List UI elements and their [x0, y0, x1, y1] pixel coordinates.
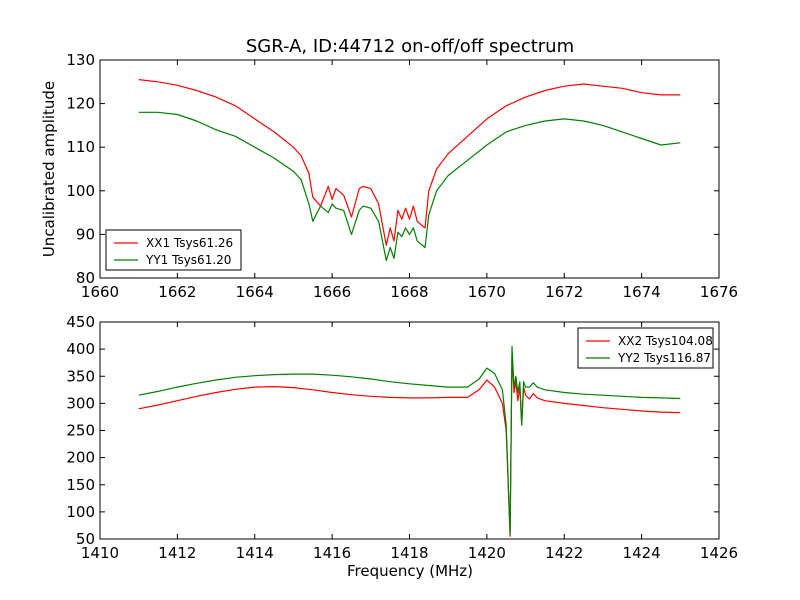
- x-tick-label: 1416: [313, 544, 351, 562]
- x-tick-label: 1660: [81, 283, 119, 301]
- legend-label: XX1 Tsys61.26: [146, 236, 233, 250]
- y-tick-label: 400: [66, 340, 95, 358]
- x-tick-label: 1672: [545, 283, 583, 301]
- series-layer-bottom: [138, 345, 681, 537]
- y-tick-label: 90: [76, 225, 95, 243]
- ticks-top: 1660 1662 1664 1666 1668 1670 1672 1674 1676 80 90…: [66, 51, 738, 301]
- y-tick-label: 200: [66, 449, 95, 467]
- y-axis-label-top: Uncalibrated amplitude: [40, 81, 58, 257]
- x-tick-label: 1412: [158, 544, 196, 562]
- series-layer-top: [138, 79, 681, 262]
- y-tick-label: 250: [66, 422, 95, 440]
- y-tick-label: 450: [66, 313, 95, 331]
- x-tick-label: 1422: [545, 544, 583, 562]
- y-tick-label: 120: [66, 95, 95, 113]
- x-tick-label: 1670: [468, 283, 506, 301]
- series-line-top-1: [138, 79, 681, 246]
- x-tick-label: 1410: [81, 544, 119, 562]
- x-tick-label: 1414: [236, 544, 274, 562]
- y-tick-label: 130: [66, 51, 95, 69]
- legend-top: XX1 Tsys61.26 YY1 Tsys61.20: [105, 229, 242, 271]
- x-tick-label: 1424: [623, 544, 661, 562]
- x-tick-label: 1662: [158, 283, 196, 301]
- legend-box: [105, 229, 242, 271]
- subplot-top: SGR-A, ID:44712 on-off/off spectrum Unca…: [40, 36, 738, 301]
- y-tick-label: 350: [66, 367, 95, 385]
- chart-title: SGR-A, ID:44712 on-off/off spectrum: [246, 36, 574, 57]
- x-tick-label: 1664: [236, 283, 274, 301]
- y-tick-label: 80: [76, 269, 95, 287]
- y-tick-label: 100: [66, 182, 95, 200]
- ticks-bottom: 1410 1412 1414 1416 1418 1420 1422 1424 1426 50 10…: [66, 313, 738, 562]
- x-tick-label: 1418: [390, 544, 428, 562]
- legend-label: XX2 Tsys104.08: [618, 334, 713, 348]
- y-tick-label: 300: [66, 394, 95, 412]
- x-axis-label-bottom: Frequency (MHz): [347, 562, 473, 580]
- series-line-bottom-2: [138, 345, 681, 536]
- legend-label: YY1 Tsys61.20: [145, 253, 231, 267]
- y-tick-label: 100: [66, 503, 95, 521]
- x-tick-label: 1426: [700, 544, 738, 562]
- series-line-bottom-1: [138, 354, 681, 537]
- legend-box: [577, 327, 714, 369]
- y-tick-label: 150: [66, 476, 95, 494]
- legend-bottom: XX2 Tsys104.08 YY2 Tsys116.87: [577, 327, 714, 369]
- x-tick-label: 1674: [623, 283, 661, 301]
- y-tick-label: 110: [66, 138, 95, 156]
- x-tick-label: 1668: [390, 283, 428, 301]
- legend-label: YY2 Tsys116.87: [617, 351, 711, 365]
- x-tick-label: 1666: [313, 283, 351, 301]
- x-tick-label: 1676: [700, 283, 738, 301]
- subplot-bottom: 1410 1412 1414 1416 1418 1420 1422 1424 1426 50 10…: [66, 313, 738, 580]
- y-tick-label: 50: [76, 530, 95, 548]
- series-line-top-2: [138, 111, 681, 262]
- x-tick-label: 1420: [468, 544, 506, 562]
